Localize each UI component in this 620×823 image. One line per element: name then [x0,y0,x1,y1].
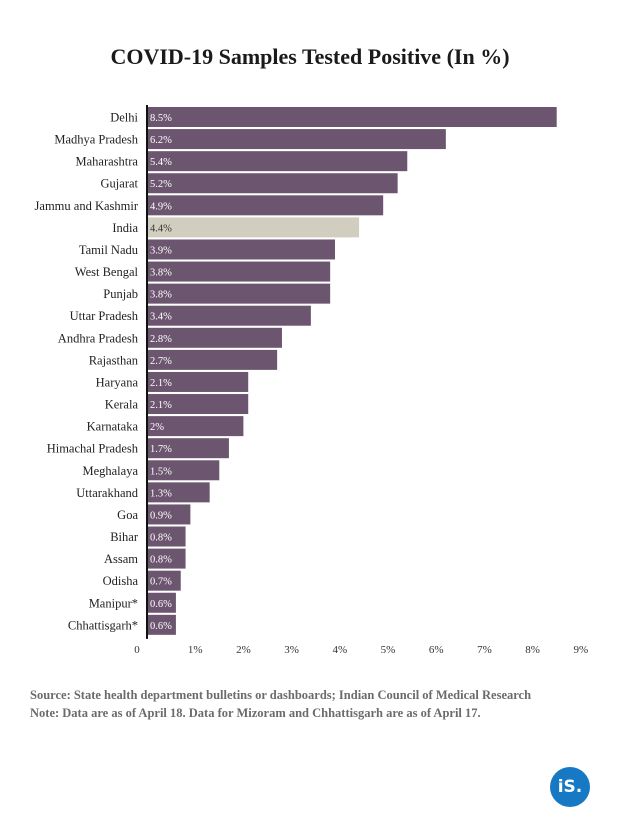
category-label: Gujarat [101,177,139,191]
category-label: Jammu and Kashmir [35,199,139,213]
category-label: Odisha [103,574,139,588]
category-label: Uttar Pradesh [70,309,139,323]
value-label: 2.8% [150,334,172,345]
category-label: Uttarakhand [76,486,139,500]
x-tick-label: 2% [236,644,251,656]
bar [147,349,278,370]
category-label: Manipur* [89,596,138,610]
bar [147,570,181,591]
category-label: Punjab [103,287,138,301]
value-label: 3.9% [150,245,172,256]
value-label: 2% [150,422,164,433]
x-tick-label: 7% [477,644,492,656]
bar [147,107,557,127]
x-tick-label: 8% [525,644,540,656]
value-label: 8.5% [150,113,172,124]
category-label: West Bengal [75,265,139,279]
value-label: 0.6% [150,599,172,610]
bar [147,173,398,194]
category-label: Goa [117,508,138,522]
bar [147,416,244,437]
value-label: 0.6% [150,621,172,632]
bar [147,614,176,635]
category-label: Chhattisgarh* [68,618,138,632]
bar [147,239,335,260]
value-label: 2.1% [150,378,172,389]
value-label: 1.5% [150,466,172,477]
value-label: 4.4% [150,223,172,234]
bar [147,482,210,503]
category-label: Bihar [110,530,139,544]
category-label: Andhra Pradesh [58,331,139,345]
x-tick-label: 4% [332,644,347,656]
bar [147,504,191,525]
bar [147,151,408,172]
category-label: India [112,221,138,235]
category-label: Himachal Pradesh [47,442,139,456]
value-label: 1.7% [150,444,172,455]
chart-footer: Source: State health department bulletin… [30,686,600,722]
value-label: 3.4% [150,312,172,323]
bar [147,371,249,392]
category-label: Kerala [105,398,139,412]
value-label: 0.8% [150,533,172,544]
bar [147,129,446,150]
x-tick-label: 5% [381,644,396,656]
source-note: Source: State health department bulletin… [30,688,532,702]
bar [147,217,360,238]
bar [147,438,229,459]
value-label: 5.2% [150,179,172,190]
category-label: Haryana [96,375,139,389]
value-label: 0.7% [150,577,172,588]
value-label: 2.7% [150,356,172,367]
x-tick-label: 0 [134,644,140,656]
bar [147,195,384,216]
value-label: 0.9% [150,510,172,521]
category-label: Rajasthan [89,353,139,367]
category-label: Delhi [110,111,138,125]
value-label: 1.3% [150,488,172,499]
data-note: Note: Data are as of April 18. Data for … [30,706,481,720]
value-label: 6.2% [150,135,172,146]
category-label: Meghalaya [82,464,138,478]
value-label: 4.9% [150,201,172,212]
value-label: 5.4% [150,157,172,168]
brand-logo: iS. [550,767,590,807]
x-tick-label: 6% [429,644,444,656]
category-label: Tamil Nadu [79,243,139,257]
bar-chart: Delhi 8.5% Madhya Pradesh 6.2% Maharashtra 5.… [35,105,588,656]
x-tick-label: 3% [284,644,299,656]
category-label: Karnataka [87,420,139,434]
value-label: 3.8% [150,290,172,301]
value-label: 0.8% [150,555,172,566]
category-label: Madhya Pradesh [54,133,138,147]
bar [147,394,249,415]
bar [147,261,331,282]
value-label: 3.8% [150,268,172,279]
bar [147,460,220,481]
bar [147,327,282,348]
chart-title: COVID-19 Samples Tested Positive (In %) [110,44,510,69]
category-label: Maharashtra [76,155,139,169]
category-label: Assam [104,552,138,566]
value-label: 2.1% [150,400,172,411]
bar [147,548,186,569]
bar [147,283,331,304]
x-tick-label: 9% [573,644,588,656]
x-tick-label: 1% [188,644,203,656]
bar [147,526,186,547]
bar [147,592,176,613]
bar [147,305,311,326]
